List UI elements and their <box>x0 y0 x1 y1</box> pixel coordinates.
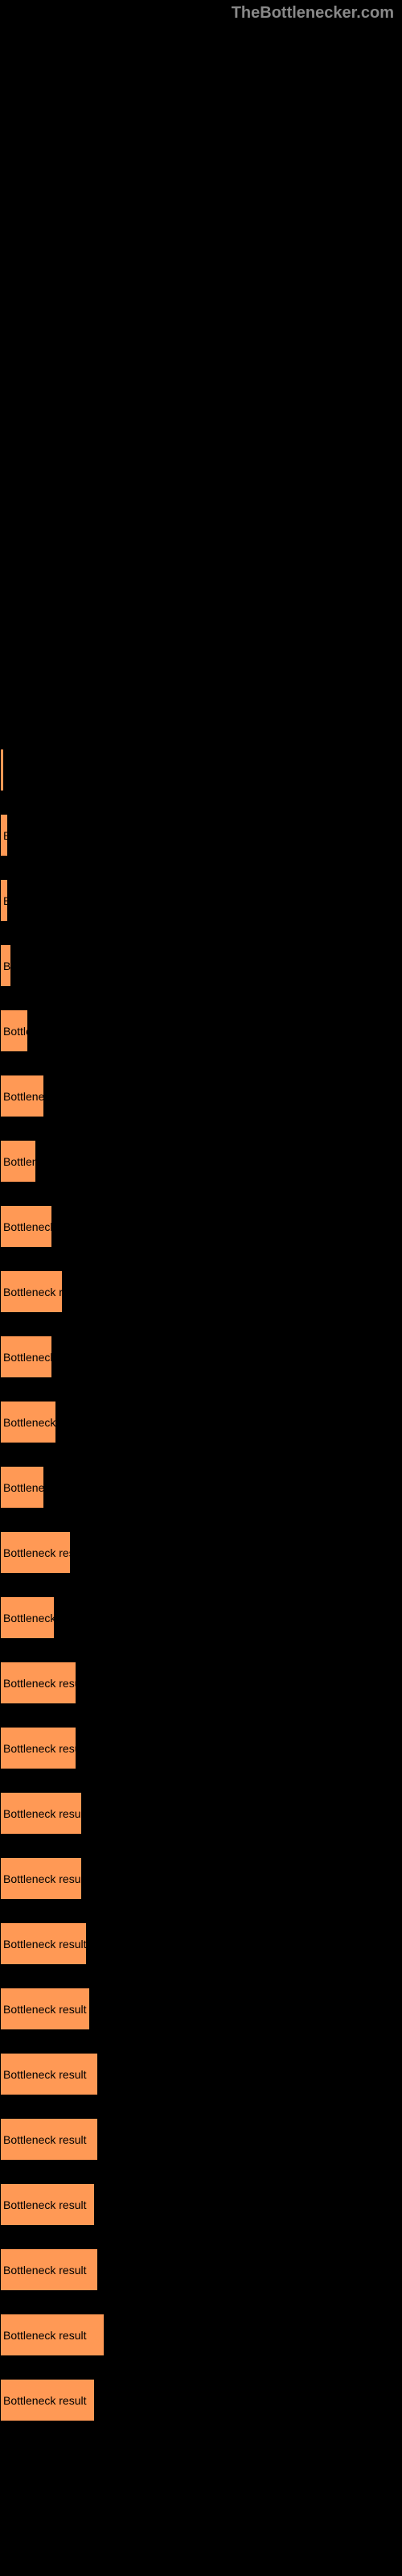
bar-label: Bottleneck re <box>3 1351 52 1364</box>
bar-label: Bottleneck result <box>3 1807 82 1820</box>
bar-row: Bottleneck result <box>0 2248 402 2291</box>
bar-row: Bottleneck result <box>0 2183 402 2226</box>
bar-label: Bottlen <box>3 1025 28 1038</box>
bar-row: Bottleneck result <box>0 1531 402 1574</box>
bar: Bottleneck result <box>0 1922 87 1965</box>
bar: Bottleneck result <box>0 2118 98 2161</box>
bar-label: Bottleneck result <box>3 2133 87 2146</box>
bar: Bottleneck re <box>0 1335 52 1378</box>
bar-row: Bottleneck result <box>0 2053 402 2095</box>
bar: Bottleneck result <box>0 1857 82 1900</box>
bar-label: B <box>3 829 8 842</box>
bar-label: Bottleneck re <box>3 1612 55 1624</box>
bar-row: Bottleneck result <box>0 1792 402 1835</box>
bar: Bottleneck result <box>0 2379 95 2421</box>
bar: Bottleneck resu <box>0 1270 63 1313</box>
bar: Bottleneck result <box>0 2053 98 2095</box>
bar: Bottlen <box>0 1009 28 1052</box>
bar: Bo <box>0 944 11 987</box>
bar-row: Bottleneck <box>0 1075 402 1117</box>
bar-label: Bottleneck result <box>3 2329 87 2342</box>
bar-label: Bottleneck result <box>3 1938 87 1951</box>
bar-row: Bottlene <box>0 1140 402 1183</box>
bar-label: Bottlene <box>3 1155 36 1168</box>
bar: B <box>0 879 8 922</box>
bar: Bottlene <box>0 1140 36 1183</box>
bar-label: Bottleneck result <box>3 1546 71 1559</box>
bar-row: Bottleneck result <box>0 1988 402 2030</box>
bar-label: Bottleneck result <box>3 2394 87 2407</box>
bar-label: Bottleneck re <box>3 1220 52 1233</box>
bar-label: Bottleneck result <box>3 2003 87 2016</box>
bar: Bottleneck res <box>0 1401 56 1443</box>
bar-row: Bottleneck result <box>0 1922 402 1965</box>
bar-row: Bottleneck result <box>0 1662 402 1704</box>
bar-row: Bottleneck resu <box>0 1270 402 1313</box>
bar: Bottleneck re <box>0 1205 52 1248</box>
bar <box>0 749 4 791</box>
bar: Bottleneck <box>0 1466 44 1509</box>
bar-label: Bottleneck resu <box>3 1286 63 1298</box>
bar-chart: B B Bo Bottlen Bottleneck Bottlene Bottleneck … <box>0 0 402 2421</box>
bar-label: Bottleneck res <box>3 1416 56 1429</box>
bar-row: Bottlen <box>0 1009 402 1052</box>
bar-row: Bottleneck result <box>0 2379 402 2421</box>
bar-label: Bo <box>3 960 11 972</box>
bar-row: Bottleneck <box>0 1466 402 1509</box>
bar-row: Bottleneck result <box>0 1857 402 1900</box>
bar: Bottleneck result <box>0 2314 105 2356</box>
bar-label: Bottleneck result <box>3 2068 87 2081</box>
bar: Bottleneck result <box>0 1662 76 1704</box>
bar-label: Bottleneck result <box>3 1872 82 1885</box>
bar: Bottleneck result <box>0 2183 95 2226</box>
bar-row: B <box>0 879 402 922</box>
bar: Bottleneck result <box>0 1727 76 1769</box>
bar-label: Bottleneck result <box>3 1742 76 1755</box>
watermark-text: TheBottlenecker.com <box>232 4 394 23</box>
bar: Bottleneck <box>0 1075 44 1117</box>
bar-label: Bottleneck result <box>3 2198 87 2211</box>
bar: Bottleneck result <box>0 1531 71 1574</box>
bar-label: Bottleneck <box>3 1481 44 1494</box>
bar-row: Bottleneck result <box>0 2118 402 2161</box>
bar: Bottleneck result <box>0 1988 90 2030</box>
bar-row: Bottleneck res <box>0 1401 402 1443</box>
bar: Bottleneck re <box>0 1596 55 1639</box>
bar: Bottleneck result <box>0 2248 98 2291</box>
bar-row: Bottleneck re <box>0 1596 402 1639</box>
bar: Bottleneck result <box>0 1792 82 1835</box>
bar-row: Bottleneck re <box>0 1335 402 1378</box>
bar-label: B <box>3 894 8 907</box>
bar: B <box>0 814 8 857</box>
bar-row: Bottleneck result <box>0 2314 402 2356</box>
bar-label: Bottleneck result <box>3 2264 87 2277</box>
bar-row: Bottleneck re <box>0 1205 402 1248</box>
bar-label: Bottleneck <box>3 1090 44 1103</box>
bar-row: Bottleneck result <box>0 1727 402 1769</box>
bar-row: B <box>0 814 402 857</box>
bar-label: Bottleneck result <box>3 1677 76 1690</box>
bar-row <box>0 749 402 791</box>
bar-row: Bo <box>0 944 402 987</box>
